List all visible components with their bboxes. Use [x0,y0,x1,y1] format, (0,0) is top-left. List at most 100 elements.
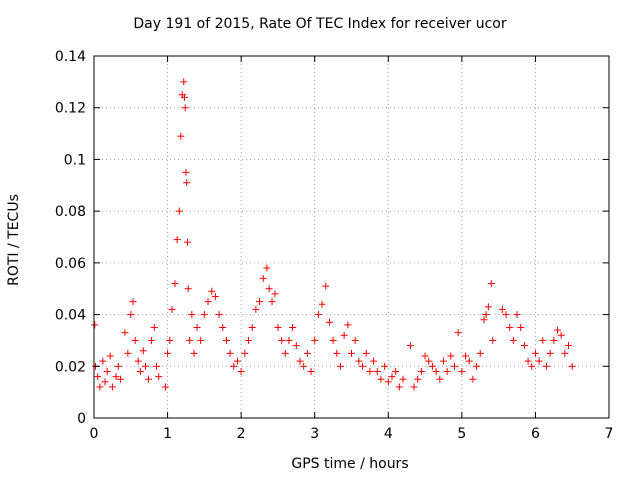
data-point [414,375,422,383]
data-point [147,336,155,344]
data-point [484,303,492,311]
data-point [245,336,252,344]
data-point [428,362,436,370]
data-point [443,367,451,375]
data-point [127,311,135,319]
data-point [219,324,227,331]
data-point [94,373,102,381]
data-point [114,362,122,370]
data-point [535,357,543,365]
data-point [513,311,521,319]
data-point [91,321,99,329]
data-point [348,349,355,357]
x-tick-label: 3 [310,426,319,442]
y-tick-label: 0.12 [55,101,86,117]
data-point [311,336,319,344]
data-point [447,352,455,360]
x-tick-label: 1 [163,426,172,442]
data-point [465,357,473,365]
data-point [99,357,107,365]
data-point [166,336,174,344]
data-point [289,324,297,331]
data-point [106,352,114,360]
data-point [161,383,169,391]
data-point [502,311,510,319]
data-point [314,311,322,319]
data-point [480,316,488,324]
data-point [190,349,198,357]
data-point [451,362,458,370]
data-point [281,349,289,357]
data-point [153,362,161,370]
data-point [241,349,249,357]
data-point [142,362,149,370]
data-point [259,274,267,282]
data-point [336,362,344,370]
x-tick-label: 0 [90,426,99,442]
data-point [355,357,363,365]
data-point [568,362,576,370]
data-point [520,342,528,350]
data-point [296,357,304,365]
chart-title: Day 191 of 2015, Rate Of TEC Index for r… [133,16,507,32]
data-point [531,349,539,357]
data-point [377,375,385,383]
data-point [373,367,381,375]
data-point [108,383,116,391]
x-tick-label: 6 [531,426,540,442]
data-point [318,300,326,308]
data-point [498,305,506,313]
data-point [116,375,124,383]
data-point [211,292,219,300]
data-point [208,287,216,295]
data-point [265,285,273,293]
data-point [164,349,172,357]
data-point [131,336,139,344]
data-point [410,383,418,391]
y-tick-label: 0.02 [55,359,86,375]
data-point [458,367,466,375]
x-axis-label: GPS time / hours [291,456,409,472]
data-point [292,342,300,350]
data-point [139,347,147,355]
data-point [256,298,264,306]
data-point [487,280,495,288]
y-tick-label: 0 [77,411,86,427]
data-point [462,352,470,360]
data-point [263,264,271,272]
data-point [528,362,536,370]
data-point [197,336,205,344]
data-point [278,336,286,344]
data-point [144,375,152,383]
data-point [136,367,144,375]
data-point [362,349,370,357]
data-point [524,357,532,365]
data-point [539,336,547,344]
y-tick-label: 0.08 [55,204,86,220]
y-tick-label: 0.14 [55,49,86,65]
data-point [181,104,189,112]
data-point [344,321,352,329]
data-point [171,280,179,288]
data-point [96,383,104,391]
data-point [150,324,158,331]
data-point [300,362,308,370]
data-point [421,352,429,360]
data-point [177,132,185,140]
data-point [425,357,433,365]
data-point [183,238,191,246]
data-point [436,375,444,383]
data-point [173,236,181,244]
data-point [476,349,484,357]
data-point [509,336,517,344]
data-point [329,336,337,344]
data-point [351,336,359,344]
data-point [359,362,367,370]
data-points [91,78,576,391]
data-point [333,349,341,357]
data-point [237,367,245,375]
data-point [454,329,462,337]
data-point [274,324,282,331]
data-point [112,373,120,381]
data-point [103,367,111,375]
